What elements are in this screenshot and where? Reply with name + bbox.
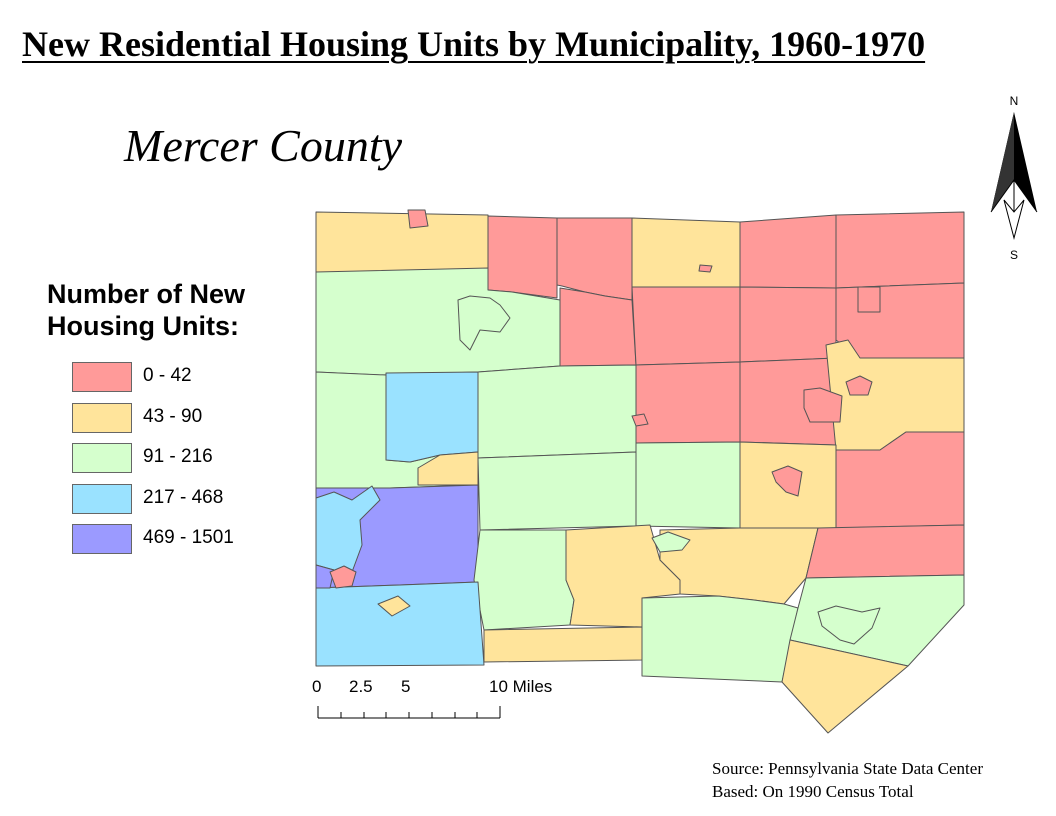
municipality bbox=[739, 286, 837, 363]
municipality bbox=[631, 217, 741, 288]
legend-label-43-90: 43 - 90 bbox=[143, 406, 203, 427]
borough bbox=[803, 387, 843, 423]
map-subtitle: Mercer County bbox=[124, 120, 403, 171]
municipality bbox=[556, 217, 633, 301]
municipality bbox=[835, 282, 965, 359]
municipality bbox=[835, 211, 965, 289]
municipality bbox=[781, 639, 909, 734]
legend-title-line1: Number of New bbox=[47, 279, 246, 309]
municipality bbox=[635, 361, 741, 444]
scale-label-10-miles: 10 Miles bbox=[489, 677, 553, 696]
legend-item-0-42: 0 - 42 bbox=[72, 362, 312, 394]
legend-item-43-90: 43 - 90 bbox=[72, 403, 312, 435]
legend-swatch-0-42 bbox=[72, 362, 132, 392]
borough bbox=[407, 209, 429, 229]
legend-item-91-216: 91 - 216 bbox=[72, 443, 312, 475]
municipality bbox=[559, 287, 637, 367]
legend-swatch-91-216 bbox=[72, 443, 132, 473]
source-line1: Source: Pennsylvania State Data Center bbox=[712, 759, 983, 778]
municipality bbox=[631, 286, 741, 366]
map-title: New Residential Housing Units by Municip… bbox=[22, 24, 926, 64]
source-note: Source: Pennsylvania State Data Center B… bbox=[712, 757, 983, 803]
legend-title: Number of New Housing Units: bbox=[47, 278, 245, 342]
borough bbox=[329, 565, 357, 589]
municipality bbox=[473, 529, 575, 631]
municipality bbox=[477, 451, 637, 531]
south-label: S bbox=[1009, 248, 1018, 262]
legend-swatch-469-1501 bbox=[72, 524, 132, 554]
scale-label-0: 0 bbox=[312, 677, 322, 696]
borough bbox=[857, 286, 881, 313]
municipality bbox=[739, 214, 837, 289]
municipality bbox=[483, 626, 643, 663]
legend-item-469-1501: 469 - 1501 bbox=[72, 524, 312, 556]
north-arrow-icon bbox=[990, 112, 1038, 240]
borough bbox=[651, 531, 691, 553]
legend-swatch-217-468 bbox=[72, 484, 132, 514]
north-label: N bbox=[1009, 94, 1019, 108]
borough bbox=[817, 605, 881, 645]
legend-title-line2: Housing Units: bbox=[47, 311, 239, 341]
legend-label-0-42: 0 - 42 bbox=[143, 365, 192, 386]
municipality bbox=[315, 211, 489, 273]
municipality bbox=[315, 581, 485, 667]
borough bbox=[698, 264, 713, 273]
legend-label-469-1501: 469 - 1501 bbox=[143, 527, 234, 548]
municipality bbox=[641, 595, 799, 683]
scale-label-5: 5 bbox=[401, 677, 411, 696]
municipality bbox=[477, 364, 637, 459]
borough bbox=[377, 595, 411, 617]
municipality bbox=[635, 441, 741, 529]
legend-swatch-43-90 bbox=[72, 403, 132, 433]
scale-bar bbox=[317, 706, 501, 719]
borough bbox=[315, 564, 335, 589]
legend-item-217-468: 217 - 468 bbox=[72, 484, 312, 516]
municipality bbox=[805, 524, 965, 579]
legend-label-91-216: 91 - 216 bbox=[143, 446, 213, 467]
legend-label-217-468: 217 - 468 bbox=[143, 487, 224, 508]
borough bbox=[771, 465, 803, 497]
municipality bbox=[487, 215, 558, 299]
borough bbox=[457, 295, 511, 351]
borough bbox=[631, 413, 649, 427]
borough bbox=[845, 375, 873, 396]
scale-label-2-5: 2.5 bbox=[349, 677, 373, 696]
municipality bbox=[385, 371, 479, 463]
source-line2: Based: On 1990 Census Total bbox=[712, 782, 914, 801]
